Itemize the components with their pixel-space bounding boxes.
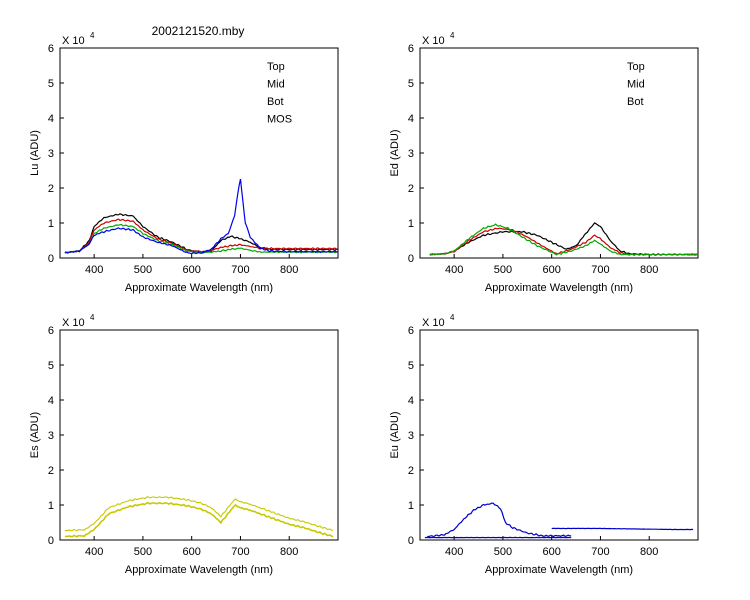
y-tick-label: 2	[48, 183, 54, 195]
y-exponent: 4	[450, 31, 455, 40]
legend-entry-top: Top	[267, 61, 285, 73]
y-multiplier: X 10	[422, 317, 445, 329]
series-line-es	[64, 501, 334, 538]
series-line-eu-nir	[551, 527, 694, 531]
y-tick-label: 0	[408, 535, 414, 547]
x-tick-label: 800	[280, 264, 298, 276]
legend-entry-top: Top	[627, 61, 645, 73]
y-tick-label: 2	[408, 183, 414, 195]
x-tick-label: 500	[134, 546, 152, 558]
x-tick-label: 700	[231, 546, 249, 558]
y-axis-label: Eu (ADU)	[389, 411, 401, 458]
y-tick-label: 2	[48, 465, 54, 477]
series-line-bot	[429, 223, 699, 257]
plot-frame	[419, 47, 699, 259]
plot-frame	[419, 329, 699, 541]
x-tick-label: 400	[445, 546, 463, 558]
y-multiplier: X 10	[422, 35, 445, 47]
y-tick-label: 1	[408, 218, 414, 230]
x-tick-label: 700	[591, 264, 609, 276]
x-tick-label: 700	[591, 546, 609, 558]
y-tick-label: 3	[408, 148, 414, 160]
y-tick-label: 5	[408, 360, 414, 372]
chart-ed: 0 1 2 3 4 5 6 400 500 600 700 800 Approximate Wavele…	[389, 31, 699, 294]
y-exponent: 4	[90, 313, 95, 322]
y-tick-label: 3	[408, 430, 414, 442]
chart-es: 0 1 2 3 4 5 6 400 500 600 700 800 Approximate Wavele…	[29, 313, 339, 576]
x-tick-label: 600	[543, 546, 561, 558]
x-tick-label: 400	[85, 264, 103, 276]
y-tick-label: 6	[48, 325, 54, 337]
y-tick-label: 0	[408, 253, 414, 265]
x-tick-label: 700	[231, 264, 249, 276]
y-axis-label: Es (ADU)	[29, 412, 41, 458]
x-tick-label: 400	[445, 264, 463, 276]
legend-entry-mid: Mid	[267, 79, 285, 91]
plot-frame	[59, 47, 339, 259]
chart-lu: 0 1 2 3 4 5 6 400 500 600 700 800 Approximate Wavele…	[29, 31, 339, 294]
y-tick-label: 4	[48, 395, 54, 407]
y-tick-label: 1	[48, 218, 54, 230]
series-line-mos	[64, 178, 339, 255]
y-tick-label: 4	[408, 113, 414, 125]
y-multiplier: X 10	[62, 317, 85, 329]
y-tick-label: 5	[48, 78, 54, 90]
y-multiplier: X 10	[62, 35, 85, 47]
x-tick-label: 600	[183, 546, 201, 558]
chart-eu: 0 1 2 3 4 5 6 400 500 600 700 800 Approximate Wavele…	[389, 313, 699, 576]
y-axis-label: Ed (ADU)	[389, 129, 401, 176]
y-exponent: 4	[450, 313, 455, 322]
y-tick-label: 5	[48, 360, 54, 372]
y-tick-label: 4	[408, 395, 414, 407]
series-line-mid	[64, 218, 339, 254]
y-tick-label: 6	[408, 325, 414, 337]
x-tick-label: 400	[85, 546, 103, 558]
figure-title: 2002121520.mby	[152, 24, 245, 38]
y-tick-label: 6	[48, 43, 54, 55]
x-tick-label: 600	[543, 264, 561, 276]
y-tick-label: 1	[408, 500, 414, 512]
y-tick-label: 6	[408, 43, 414, 55]
x-tick-label: 500	[494, 546, 512, 558]
y-tick-label: 0	[48, 253, 54, 265]
y-axis-label: Lu (ADU)	[29, 130, 41, 176]
x-axis-label: Approximate Wavelength (nm)	[125, 564, 273, 576]
y-tick-label: 3	[48, 148, 54, 160]
series-line-top	[64, 213, 339, 254]
x-tick-label: 500	[494, 264, 512, 276]
y-tick-label: 0	[48, 535, 54, 547]
x-tick-label: 500	[134, 264, 152, 276]
x-tick-label: 800	[640, 264, 658, 276]
y-tick-label: 4	[48, 113, 54, 125]
x-tick-label: 800	[280, 546, 298, 558]
x-tick-label: 600	[183, 264, 201, 276]
x-axis-label: Approximate Wavelength (nm)	[485, 282, 633, 294]
legend-entry-mid: Mid	[627, 79, 645, 91]
y-tick-label: 1	[48, 500, 54, 512]
y-tick-label: 5	[408, 78, 414, 90]
x-axis-label: Approximate Wavelength (nm)	[125, 282, 273, 294]
legend-entry-bot: Bot	[267, 96, 284, 108]
x-axis-label: Approximate Wavelength (nm)	[485, 564, 633, 576]
y-exponent: 4	[90, 31, 95, 40]
y-tick-label: 3	[48, 430, 54, 442]
legend-entry-mos: MOS	[267, 114, 292, 126]
series-line-top	[429, 222, 699, 256]
series-line-es-upper	[64, 495, 334, 532]
y-tick-label: 2	[408, 465, 414, 477]
series-line-eu	[427, 502, 572, 538]
x-tick-label: 800	[640, 546, 658, 558]
legend-entry-bot: Bot	[627, 96, 644, 108]
